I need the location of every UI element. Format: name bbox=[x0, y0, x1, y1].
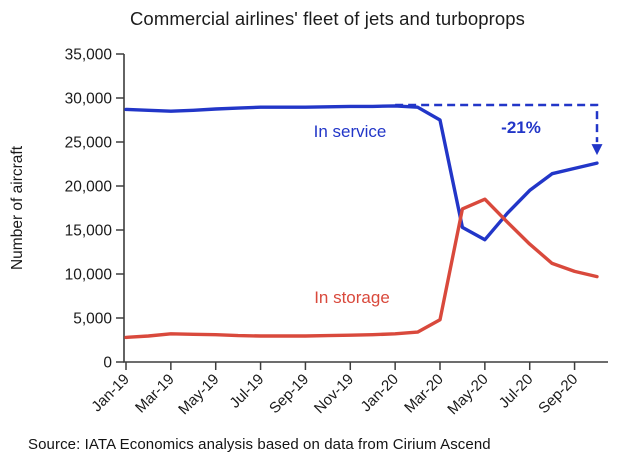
decline-callout-dashed-line bbox=[395, 103, 599, 143]
annotation-in-service-label: In service bbox=[314, 122, 387, 141]
y-axis-title: Number of aircraft bbox=[9, 145, 26, 270]
axis-spines bbox=[123, 54, 608, 363]
in-storage-line bbox=[124, 197, 599, 340]
y-axis-tick-label: 35,000 bbox=[65, 47, 113, 64]
y-axis-tick-label: 0 bbox=[103, 355, 112, 372]
x-axis-tick-label: May-20 bbox=[444, 371, 491, 418]
y-axis-tick-label: 25,000 bbox=[65, 135, 113, 152]
x-axis-tick-label: Jan-19 bbox=[88, 371, 132, 415]
chart-title: Commercial airlines' fleet of jets and t… bbox=[129, 8, 526, 29]
x-axis-tick-label: May-19 bbox=[175, 371, 222, 418]
annotation-in-storage-label: In storage bbox=[314, 288, 390, 307]
y-axis-tick-label: 15,000 bbox=[65, 223, 113, 240]
x-axis-tick-label: Sep-19 bbox=[266, 371, 312, 417]
y-axis-tick-label: 30,000 bbox=[65, 91, 113, 108]
x-axis-tick-label: Mar-20 bbox=[401, 371, 447, 417]
x-axis-tick-label: Jul-20 bbox=[496, 371, 537, 412]
x-axis-tick-label: Sep-20 bbox=[535, 371, 581, 417]
y-axis-tick-label: 5,000 bbox=[73, 311, 112, 328]
x-axis-tick-label: Jan-20 bbox=[358, 371, 402, 415]
y-axis-tick-label: 20,000 bbox=[65, 179, 113, 196]
annotation-decline-pct-label: -21% bbox=[501, 118, 541, 137]
x-axis-tick-label: Jul-19 bbox=[226, 371, 267, 412]
in-service-line bbox=[124, 104, 599, 242]
decline-arrowhead-icon bbox=[591, 144, 603, 156]
x-axis-tick-label: Mar-19 bbox=[132, 371, 178, 417]
x-axis-tick-label: Nov-19 bbox=[311, 371, 357, 417]
y-axis-tick-label: 10,000 bbox=[65, 267, 113, 284]
source-note: Source: IATA Economics analysis based on… bbox=[28, 436, 491, 453]
